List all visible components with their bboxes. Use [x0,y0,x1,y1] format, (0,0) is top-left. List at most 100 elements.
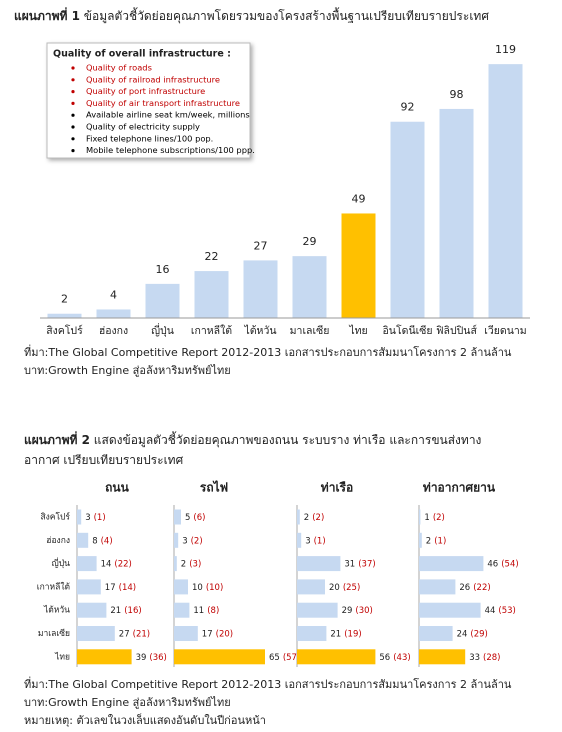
y-tick-label: สิงคโปร์ [40,512,70,523]
value-label: 31 (37) [344,559,375,569]
value-label: 4 [110,288,117,301]
legend-item: Quality of electricity supply [86,122,200,132]
previous-rank: (57) [283,652,300,662]
value-label: 24 (29) [457,629,488,639]
bar [341,213,376,318]
y-tick-label: ญี่ปุ่น [52,557,71,569]
panel-title: ท่าอากาศยาน [423,481,496,495]
value-label: 27 (21) [119,629,150,639]
source: ที่มา:The Global Competitive Report 2012… [24,346,512,377]
legend-bullet [71,66,75,70]
bar [77,579,101,595]
value: 46 [487,559,498,569]
bar [77,532,89,548]
previous-rank: (28) [483,652,500,662]
previous-rank: (19) [344,629,361,639]
x-tick-label: ไต้หวัน [243,324,276,337]
value-label: 5 (6) [185,513,205,523]
value: 31 [344,559,355,569]
title-prefix: แผนภาพที่ 2 [24,433,90,447]
value-label: 2 (2) [304,513,324,523]
value: 3 [305,536,310,546]
previous-rank: (22) [473,582,490,592]
value-label: 65 (57) [269,652,300,662]
previous-rank: (2) [312,513,324,523]
x-tick-label: มาเลเซีย [290,324,330,337]
bar [297,579,325,595]
y-tick-label: ไต้หวัน [43,605,70,616]
previous-rank: (37) [358,559,375,569]
previous-rank: (22) [114,559,131,569]
panel-title: ถนน [105,481,129,495]
value: 5 [185,513,190,523]
legend-bullet [71,101,75,105]
panel-title: รถไฟ [200,480,228,495]
source: ที่มา:The Global Competitive Report 2012… [24,678,512,709]
bar [390,121,425,318]
value-label: 29 [303,235,317,248]
value: 2 [304,513,309,523]
bar [297,649,376,665]
value-label: 119 [495,43,516,56]
bar [47,313,82,318]
previous-rank: (4) [101,536,113,546]
value-label: 2 (1) [426,536,446,546]
value: 2 [426,536,431,546]
bar [439,108,474,318]
bar [77,626,115,641]
legend-item: Quality of roads [86,63,152,73]
value-label: 16 [156,263,170,276]
value-label: 44 (53) [485,606,516,616]
value: 56 [379,652,390,662]
bar [77,602,107,618]
value-label: 22 [205,250,219,263]
x-tick-label: ญี่ปุ่น [151,323,174,337]
legend-item: Mobile telephone subscriptions/100 ppp. [86,145,255,155]
previous-rank: (2) [433,513,445,523]
bar [297,556,341,572]
value: 44 [485,606,496,616]
legend-item: Fixed telephone lines/100 pop. [86,133,213,143]
legend-box [46,42,251,159]
bar [194,271,229,318]
value-label: 3 (1) [85,513,105,523]
bar [174,532,179,548]
value: 21 [110,606,121,616]
previous-rank: (30) [355,606,372,616]
value-label: 1 (2) [424,513,444,523]
legend-item: Quality of port infrastructure [86,86,205,96]
value: 3 [85,513,90,523]
panel-title: ท่าเรือ [321,481,353,495]
legend-item: Available airline seat km/week, millions [86,110,250,120]
bar [243,260,278,318]
legend-bullet [71,149,75,153]
bar [174,556,177,572]
x-tick-label: เวียดนาม [484,324,526,337]
value: 3 [182,536,187,546]
value-label: 20 (25) [329,582,360,592]
value-label: 39 (36) [136,652,167,662]
y-tick-label: เกาหลีใต้ [37,581,70,592]
value: 10 [192,582,203,592]
value: 1 [424,513,429,523]
previous-rank: (1) [314,536,326,546]
bar [419,509,421,525]
bar [77,509,82,525]
bar [174,626,198,641]
x-tick-label: เกาหลีใต้ [191,324,232,337]
x-tick-label: อินโดนีเซีย [383,324,433,337]
legend-item: Quality of railroad infrastructure [86,74,220,84]
bar [174,509,181,525]
bar [174,649,265,665]
previous-rank: (20) [216,629,233,639]
value: 29 [342,606,353,616]
value-label: 3 (2) [182,536,202,546]
value: 21 [330,629,341,639]
title: ข้อมูลตัวชี้วัดย่อยคุณภาพโดยรวมของโครงสร… [83,9,489,23]
bar [297,602,338,618]
value: 11 [193,606,204,616]
value-label: 92 [401,101,415,114]
bar [292,256,327,318]
